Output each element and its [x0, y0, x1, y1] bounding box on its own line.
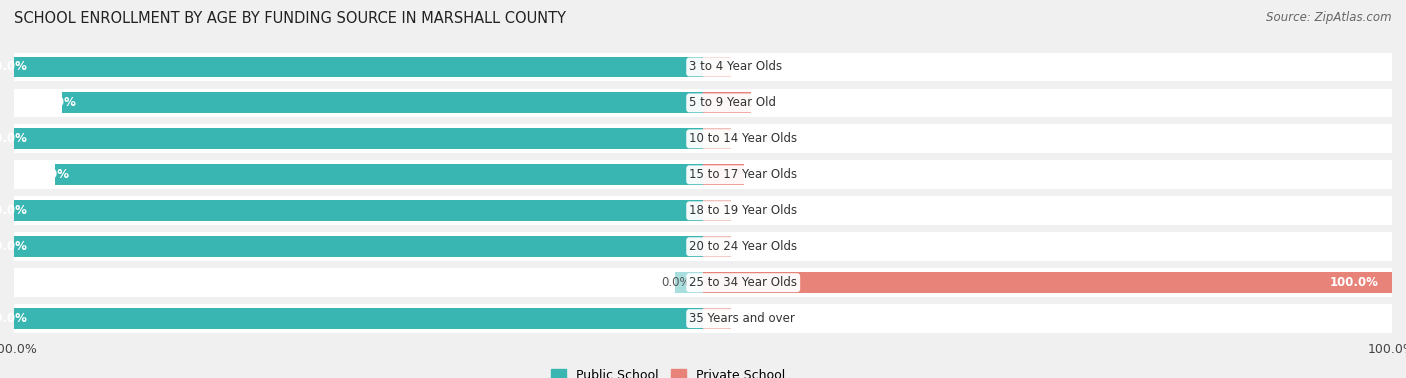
Bar: [703, 200, 731, 221]
Text: 0.0%: 0.0%: [744, 240, 773, 253]
Text: 0.0%: 0.0%: [744, 60, 773, 73]
Text: 100.0%: 100.0%: [0, 60, 28, 73]
Bar: [703, 124, 1392, 153]
Bar: [14, 53, 703, 81]
Legend: Public School, Private School: Public School, Private School: [547, 364, 790, 378]
Text: 100.0%: 100.0%: [0, 312, 28, 325]
Bar: [14, 308, 703, 329]
Bar: [703, 197, 1392, 225]
Bar: [14, 129, 703, 149]
Bar: [703, 304, 1392, 333]
Bar: [703, 53, 1392, 81]
Bar: [703, 268, 1392, 297]
Text: 25 to 34 Year Olds: 25 to 34 Year Olds: [689, 276, 797, 289]
Text: 20 to 24 Year Olds: 20 to 24 Year Olds: [689, 240, 797, 253]
Text: 100.0%: 100.0%: [1329, 276, 1378, 289]
Text: 0.0%: 0.0%: [662, 276, 692, 289]
Text: 10 to 14 Year Olds: 10 to 14 Year Olds: [689, 132, 797, 146]
Bar: [14, 200, 703, 221]
Text: 94.0%: 94.0%: [28, 168, 69, 181]
Text: 100.0%: 100.0%: [0, 240, 28, 253]
Bar: [703, 56, 731, 77]
Text: 7.0%: 7.0%: [744, 96, 775, 109]
Bar: [14, 268, 703, 297]
Bar: [14, 304, 703, 333]
Text: Source: ZipAtlas.com: Source: ZipAtlas.com: [1267, 11, 1392, 24]
Text: 0.0%: 0.0%: [744, 132, 773, 146]
Bar: [703, 160, 1392, 189]
Bar: [14, 232, 703, 261]
Text: 100.0%: 100.0%: [0, 132, 28, 146]
Bar: [62, 93, 703, 113]
Bar: [14, 236, 703, 257]
Bar: [703, 272, 1392, 293]
Text: 35 Years and over: 35 Years and over: [689, 312, 796, 325]
Bar: [703, 88, 1392, 117]
Bar: [14, 160, 703, 189]
Bar: [55, 164, 703, 185]
Bar: [675, 272, 703, 293]
Text: 5 to 9 Year Old: 5 to 9 Year Old: [689, 96, 776, 109]
Text: 0.0%: 0.0%: [744, 312, 773, 325]
Text: 6.0%: 6.0%: [744, 168, 775, 181]
Bar: [14, 124, 703, 153]
Text: 100.0%: 100.0%: [0, 204, 28, 217]
Bar: [703, 236, 731, 257]
Bar: [703, 232, 1392, 261]
Text: 93.0%: 93.0%: [35, 96, 76, 109]
Text: 0.0%: 0.0%: [744, 204, 773, 217]
Text: SCHOOL ENROLLMENT BY AGE BY FUNDING SOURCE IN MARSHALL COUNTY: SCHOOL ENROLLMENT BY AGE BY FUNDING SOUR…: [14, 11, 567, 26]
Bar: [703, 308, 731, 329]
Text: 15 to 17 Year Olds: 15 to 17 Year Olds: [689, 168, 797, 181]
Text: 3 to 4 Year Olds: 3 to 4 Year Olds: [689, 60, 782, 73]
Bar: [14, 197, 703, 225]
Text: 18 to 19 Year Olds: 18 to 19 Year Olds: [689, 204, 797, 217]
Bar: [703, 93, 751, 113]
Bar: [14, 56, 703, 77]
Bar: [703, 164, 744, 185]
Bar: [703, 129, 731, 149]
Bar: [14, 88, 703, 117]
